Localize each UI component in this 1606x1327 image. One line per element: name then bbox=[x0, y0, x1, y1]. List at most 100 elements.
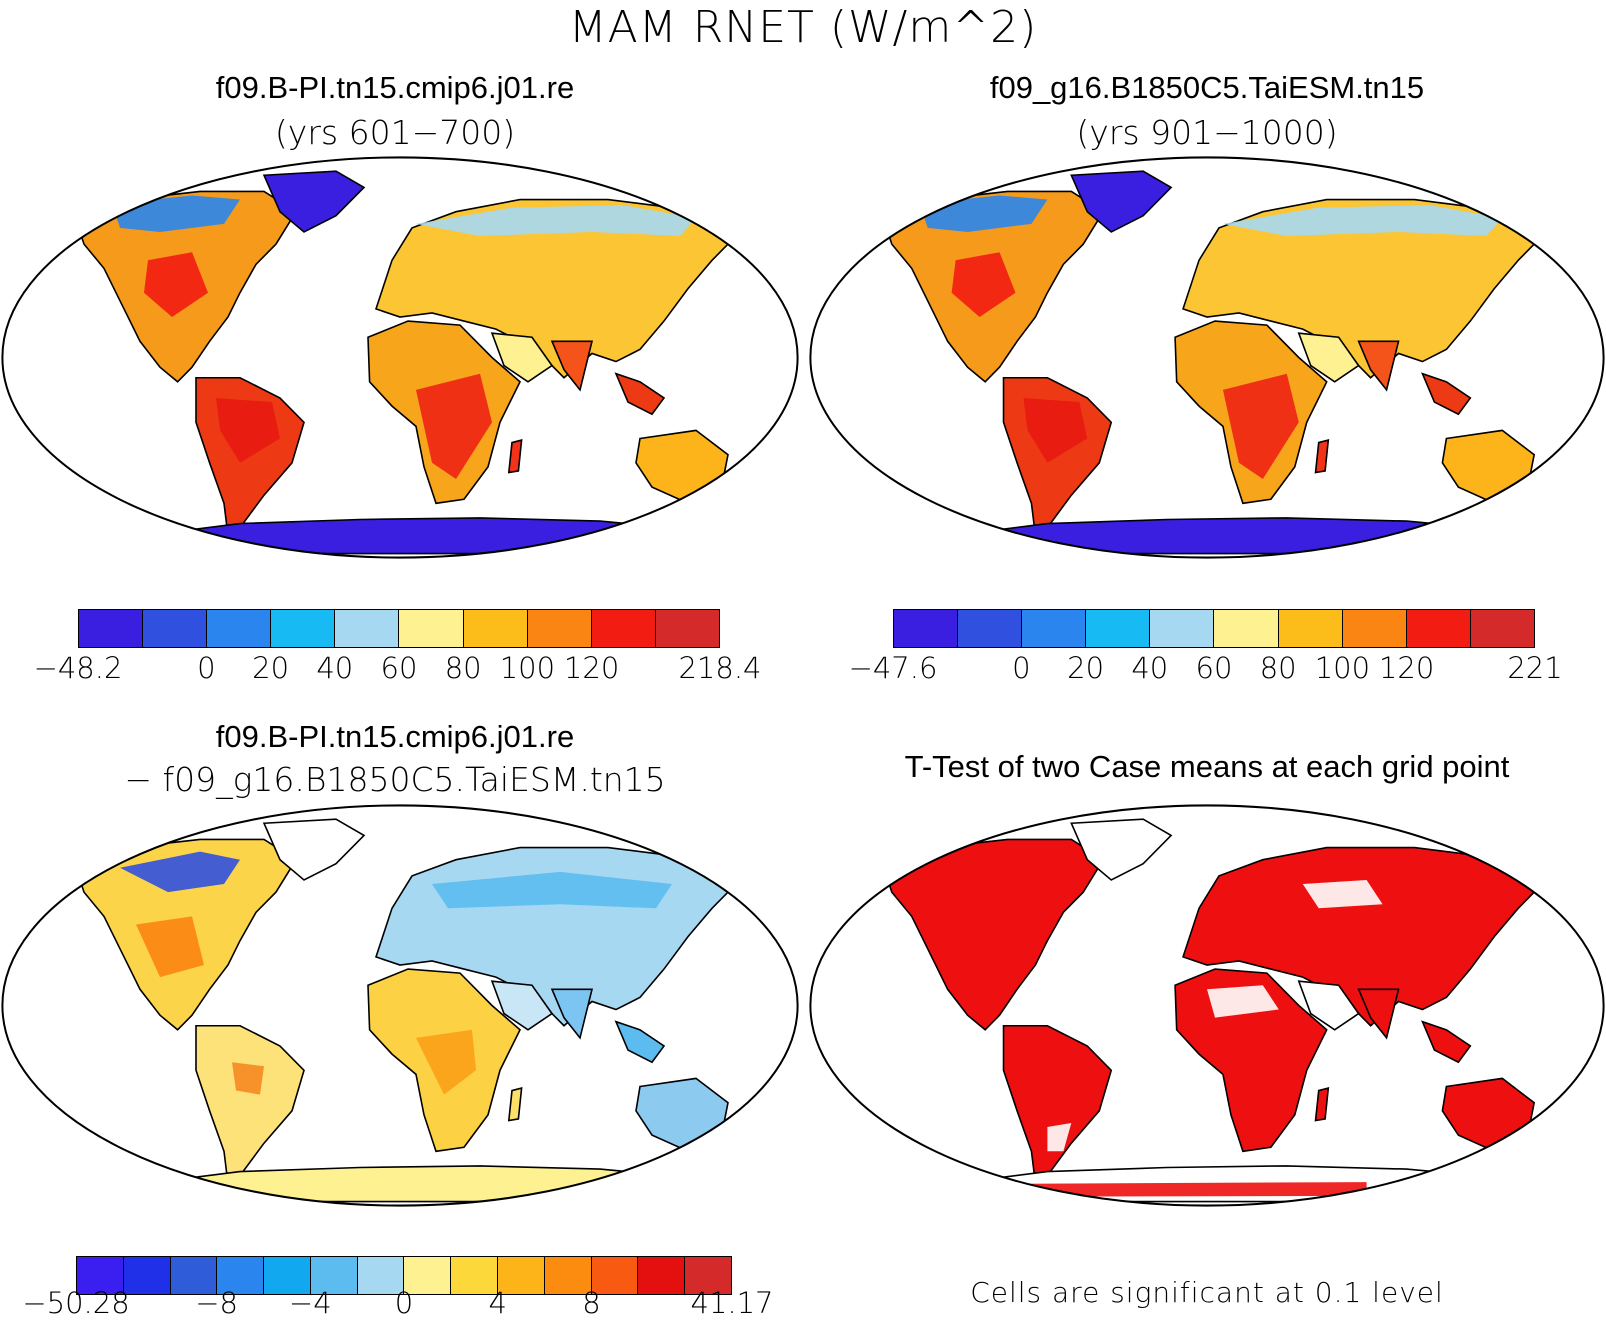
map-outline bbox=[1, 804, 799, 1207]
colorbar-tick-label: 0 bbox=[197, 651, 216, 685]
colorbar-swatch bbox=[544, 1257, 592, 1294]
field-patch bbox=[216, 398, 280, 463]
continent-india bbox=[550, 988, 594, 1040]
colorbar-tick-label: 0 bbox=[1012, 651, 1031, 685]
colorbar-swatch bbox=[1022, 610, 1087, 647]
colorbar-swatch bbox=[1150, 610, 1215, 647]
colorbar-swatch bbox=[399, 610, 464, 647]
colorbar-tick-label: 100 bbox=[499, 651, 556, 685]
continent-greenland bbox=[262, 818, 366, 881]
field-patch bbox=[951, 252, 1016, 317]
continent-arabia bbox=[490, 332, 554, 383]
field-patch bbox=[1023, 398, 1088, 463]
panel-3-title: f09.B-PI.tn15.cmip6.j01.re bbox=[215, 719, 575, 754]
map-outline bbox=[809, 804, 1605, 1207]
continent-arabia bbox=[490, 980, 554, 1031]
colorbar-tick-label: −50.28 bbox=[22, 1286, 130, 1320]
continent-madagascar bbox=[507, 1087, 523, 1122]
colorbar-swatch bbox=[1342, 610, 1407, 647]
panel-2-map bbox=[809, 156, 1605, 559]
colorbar-swatch bbox=[1278, 610, 1343, 647]
colorbar-swatch bbox=[498, 1257, 545, 1294]
field-patch bbox=[1222, 205, 1503, 236]
continent-australia bbox=[1441, 1077, 1536, 1153]
continent-seasia bbox=[614, 372, 666, 416]
colorbar-swatch bbox=[77, 1257, 124, 1294]
colorbar-swatch bbox=[271, 610, 336, 647]
colorbar-tick-label: 60 bbox=[1195, 651, 1233, 685]
significance-note: Cells are significant at 0.1 level bbox=[970, 1276, 1444, 1309]
colorbar-tick-label: 40 bbox=[1131, 651, 1169, 685]
continent-eurasia bbox=[1182, 198, 1544, 379]
colorbar-swatch bbox=[958, 610, 1023, 647]
field-patch bbox=[232, 1062, 264, 1095]
colorbar-tick-label: −47.6 bbox=[848, 651, 938, 685]
colorbar-swatch bbox=[451, 1257, 499, 1294]
colorbar-tick-label: −8 bbox=[195, 1286, 238, 1320]
colorbar-swatch bbox=[591, 610, 656, 647]
colorbar-swatch bbox=[1086, 610, 1151, 647]
colorbar-swatch bbox=[655, 610, 719, 647]
continent-samerica bbox=[1002, 1024, 1113, 1186]
colorbar-tick-label: 120 bbox=[1378, 651, 1435, 685]
colorbar-swatch bbox=[404, 1257, 452, 1294]
continent-india bbox=[1357, 340, 1400, 392]
colorbar-tick-label: 20 bbox=[252, 651, 290, 685]
continent-greenland bbox=[262, 170, 366, 233]
colorbar-swatch bbox=[1214, 610, 1279, 647]
field-patch bbox=[1222, 373, 1299, 479]
panel-2-title: f09_g16.B1850C5.TaiESM.tn15 bbox=[989, 70, 1425, 105]
field-patch bbox=[416, 373, 492, 479]
continent-seasia bbox=[1421, 1020, 1472, 1064]
panel-1-map bbox=[1, 156, 799, 559]
colorbar-tick-label: 218.4 bbox=[678, 651, 762, 685]
panel-4-map bbox=[809, 804, 1605, 1207]
panel-1-colorbar-labels: −48.2 0 20 40 60 80 100 120 218.4 bbox=[34, 651, 762, 691]
colorbar-tick-label: 100 bbox=[1314, 651, 1371, 685]
field-patch bbox=[1207, 985, 1279, 1018]
colorbar-swatch bbox=[1470, 610, 1534, 647]
colorbar-tick-label: 221 bbox=[1507, 651, 1563, 685]
colorbar-tick-label: 8 bbox=[582, 1286, 601, 1320]
colorbar-swatch bbox=[894, 610, 959, 647]
continent-greenland bbox=[1070, 170, 1173, 233]
continent-antarctica bbox=[925, 517, 1496, 555]
continent-india bbox=[550, 340, 594, 392]
continent-australia bbox=[635, 429, 729, 505]
colorbar-swatch bbox=[143, 610, 208, 647]
colorbar-swatch bbox=[310, 1257, 358, 1294]
field-patch bbox=[1302, 879, 1383, 909]
colorbar-swatch bbox=[638, 1257, 686, 1294]
continent-seasia bbox=[1421, 372, 1472, 416]
colorbar-tick-label: 0 bbox=[394, 1286, 414, 1320]
field-patch bbox=[416, 1029, 476, 1095]
continent-antarctica bbox=[117, 517, 690, 555]
colorbar-swatch bbox=[217, 1257, 265, 1294]
map-outline bbox=[1, 156, 799, 559]
field-patch bbox=[1047, 1122, 1072, 1152]
panel-4-title: T-Test of two Case means at each grid po… bbox=[904, 749, 1510, 784]
colorbar-swatch bbox=[79, 610, 144, 647]
colorbar-tick-label: 41.17 bbox=[690, 1286, 774, 1320]
continent-australia bbox=[635, 1077, 729, 1153]
colorbar-swatch bbox=[463, 610, 528, 647]
panel-1-title: f09.B-PI.tn15.cmip6.j01.re bbox=[215, 70, 575, 105]
colorbar-swatch bbox=[1406, 610, 1471, 647]
colorbar-swatch bbox=[207, 610, 272, 647]
colorbar-swatch bbox=[527, 610, 592, 647]
panel-1-subtitle: (yrs 601−700) bbox=[274, 113, 516, 152]
continent-greenland bbox=[1070, 818, 1173, 881]
panel-3-subtitle: − f09_g16.B1850C5.TaiESM.tn15 bbox=[124, 760, 666, 799]
panel-2-colorbar-labels: −47.6 0 20 40 60 80 100 120 221 bbox=[849, 651, 1563, 691]
continent-arabia bbox=[1297, 332, 1360, 383]
continent-eurasia bbox=[374, 198, 738, 379]
continent-seasia bbox=[614, 1020, 666, 1064]
colorbar-tick-label: 60 bbox=[380, 651, 418, 685]
field-patch bbox=[416, 205, 696, 236]
colorbar-tick-label: 20 bbox=[1067, 651, 1105, 685]
colorbar-swatch bbox=[591, 1257, 639, 1294]
colorbar-swatch bbox=[123, 1257, 171, 1294]
continent-namerica bbox=[882, 838, 1105, 1031]
continent-arabia bbox=[1297, 980, 1360, 1031]
field-patch bbox=[136, 916, 204, 978]
